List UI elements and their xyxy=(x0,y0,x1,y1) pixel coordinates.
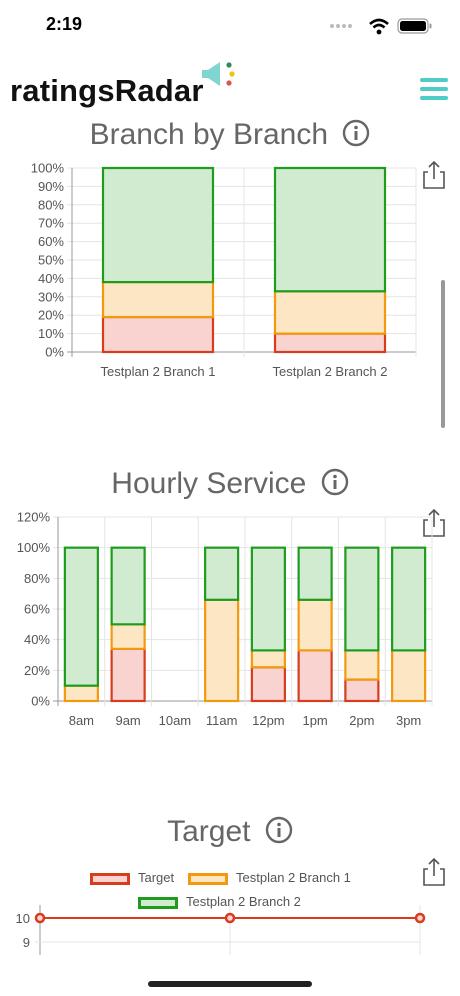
y-tick-label: 70% xyxy=(38,216,64,231)
target-title-text: Target xyxy=(167,815,251,848)
bar-segment-orange xyxy=(110,623,146,650)
y-tick-label: 0% xyxy=(31,694,50,709)
x-tick-label: 11am xyxy=(206,713,238,728)
cellular-signal-icon xyxy=(330,24,352,28)
app-logo: ratingsRadar xyxy=(10,73,204,108)
x-tick-label: 12pm xyxy=(252,713,285,728)
legend-label: Target xyxy=(138,870,175,885)
y-tick-label: 60% xyxy=(38,234,64,249)
target-line-chart: 10 9 xyxy=(16,905,426,955)
bar-segment-green xyxy=(344,546,380,652)
legend-item-target[interactable]: Target xyxy=(90,869,174,887)
bar-segment-red xyxy=(344,678,380,703)
x-tick-label: 9am xyxy=(115,713,140,728)
share-icon[interactable] xyxy=(422,857,446,887)
menu-line-icon xyxy=(420,96,448,100)
target-section-title: Target xyxy=(0,815,460,849)
x-tick-label: Testplan 2 Branch 2 xyxy=(273,364,388,379)
x-tick-label: 3pm xyxy=(396,713,421,728)
bar-segment-red xyxy=(297,649,333,703)
target-point xyxy=(224,912,236,924)
info-icon[interactable] xyxy=(342,119,370,147)
hourly-section-title: Hourly Service xyxy=(0,467,460,501)
bar-segment-green xyxy=(63,546,99,687)
bar-segment-green xyxy=(273,166,387,293)
status-time: 2:19 xyxy=(46,14,83,34)
y-tick-label: 100% xyxy=(31,161,65,176)
y-tick-label: 100% xyxy=(17,540,51,555)
bar-segment-orange xyxy=(391,649,427,703)
y-tick-label: 10 xyxy=(16,911,30,926)
status-bar: 2:19 xyxy=(0,0,460,50)
bar-segment-green xyxy=(391,546,427,652)
bar-segment-green xyxy=(250,546,286,652)
bar-segment-red xyxy=(110,647,146,703)
bar-segment-orange xyxy=(344,649,380,681)
legend-swatch-red xyxy=(90,872,130,885)
y-tick-label: 0% xyxy=(45,345,64,360)
scrollbar[interactable] xyxy=(441,280,445,428)
hamburger-menu-button[interactable] xyxy=(420,75,448,103)
app-header: ratingsRadar xyxy=(0,55,460,125)
y-tick-label: 90% xyxy=(38,179,64,194)
bar-segment-green xyxy=(297,546,333,601)
y-tick-label: 50% xyxy=(38,253,64,268)
legend-swatch-orange xyxy=(188,872,228,885)
bar-segment-orange xyxy=(101,280,215,319)
share-icon[interactable] xyxy=(422,508,446,538)
hourly-service-chart: 0% 20% 40% 60% 80% 100% 120% 8am 9am 10am 11am 12pm… xyxy=(17,510,433,728)
y-tick-label: 40% xyxy=(38,271,64,286)
y-tick-label: 20% xyxy=(24,663,50,678)
home-indicator xyxy=(148,981,312,987)
bar-segment-green xyxy=(110,546,146,626)
info-icon[interactable] xyxy=(265,816,293,844)
branch-by-branch-chart: 0% 10% 20% 30% 40% 50% 60% 70% 80% 90% 100% Testpla… xyxy=(31,161,417,379)
y-tick-label: 80% xyxy=(24,571,50,586)
legend-item-branch-2[interactable]: Testplan 2 Branch 2 xyxy=(138,893,301,911)
y-tick-label: 30% xyxy=(38,289,64,304)
legend-label: Testplan 2 Branch 1 xyxy=(236,870,351,885)
megaphone-logo-icon xyxy=(202,62,235,86)
y-tick-label: 120% xyxy=(17,510,51,525)
branch-section-title: Branch by Branch xyxy=(0,118,460,152)
bar-segment-red xyxy=(250,666,286,703)
x-tick-label: Testplan 2 Branch 1 xyxy=(101,364,216,379)
share-icon[interactable] xyxy=(422,160,446,190)
bar-segment-orange xyxy=(250,649,286,669)
legend-item-branch-1[interactable]: Testplan 2 Branch 1 xyxy=(188,869,351,887)
y-tick-label: 20% xyxy=(38,308,64,323)
bar-segment-red xyxy=(273,332,387,354)
info-icon[interactable] xyxy=(321,468,349,496)
legend-label: Testplan 2 Branch 2 xyxy=(186,894,301,909)
x-tick-label: 10am xyxy=(159,713,192,728)
status-icons xyxy=(330,18,432,35)
bar-segment-orange xyxy=(273,290,387,335)
hourly-title-text: Hourly Service xyxy=(111,467,307,500)
wifi-icon xyxy=(369,18,389,35)
bar-segment-orange xyxy=(204,598,240,703)
battery-icon xyxy=(397,18,432,34)
y-tick-label: 80% xyxy=(38,197,64,212)
y-tick-label: 40% xyxy=(24,632,50,647)
menu-line-icon xyxy=(420,87,448,91)
x-tick-label: 8am xyxy=(69,713,94,728)
x-tick-label: 1pm xyxy=(302,713,327,728)
y-tick-label: 60% xyxy=(24,602,50,617)
target-point xyxy=(34,912,46,924)
target-point xyxy=(414,912,426,924)
branch-title-text: Branch by Branch xyxy=(89,118,329,151)
y-tick-label: 10% xyxy=(38,326,64,341)
bar-segment-red xyxy=(101,315,215,354)
y-tick-label: 9 xyxy=(23,935,30,950)
bar-segment-orange xyxy=(297,598,333,652)
menu-line-icon xyxy=(420,78,448,82)
legend-swatch-green xyxy=(138,896,178,909)
x-tick-label: 2pm xyxy=(349,713,374,728)
bar-segment-green xyxy=(101,166,215,284)
bar-segment-green xyxy=(204,546,240,601)
bar-segment-orange xyxy=(63,684,99,703)
